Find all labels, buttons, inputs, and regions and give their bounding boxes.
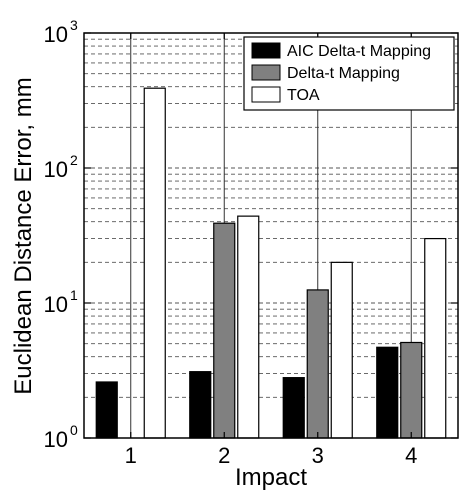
y-axis-title: Euclidean Distance Error, mm (10, 77, 37, 394)
y-tick-label: 10 (44, 427, 68, 452)
bar (330, 261, 353, 439)
legend-label: TOA (287, 87, 320, 104)
y-tick-exponent: 1 (70, 287, 78, 303)
bar (306, 289, 329, 439)
x-tick-label: 4 (405, 443, 417, 468)
y-tick-exponent: 2 (70, 152, 78, 168)
legend-label: AIC Delta-t Mapping (287, 43, 431, 60)
bar (95, 381, 118, 439)
bar (237, 215, 260, 439)
bar (213, 222, 236, 439)
y-tick-label: 10 (44, 292, 68, 317)
legend-swatch (251, 64, 281, 81)
plot-area-frame (83, 32, 459, 439)
legend-swatch (251, 86, 281, 103)
bar (424, 237, 447, 439)
bar (282, 377, 305, 439)
x-tick-label: 2 (218, 443, 230, 468)
y-tick-label: 10 (44, 22, 68, 47)
y-tick-exponent: 0 (70, 422, 78, 438)
bars (95, 87, 447, 439)
bar (376, 346, 399, 439)
legend-label: Delta-t Mapping (287, 65, 400, 82)
x-axis-title: Impact (235, 464, 307, 491)
y-tick-label: 10 (44, 157, 68, 182)
bar (189, 371, 212, 439)
y-tick-exponent: 3 (70, 17, 78, 33)
legend: AIC Delta-t Mapping Delta-t Mapping TOA (243, 36, 455, 111)
x-tick-label: 1 (125, 443, 137, 468)
bar (143, 87, 166, 439)
x-tick-label: 3 (312, 443, 324, 468)
bar (400, 341, 423, 439)
legend-swatch (251, 42, 281, 59)
